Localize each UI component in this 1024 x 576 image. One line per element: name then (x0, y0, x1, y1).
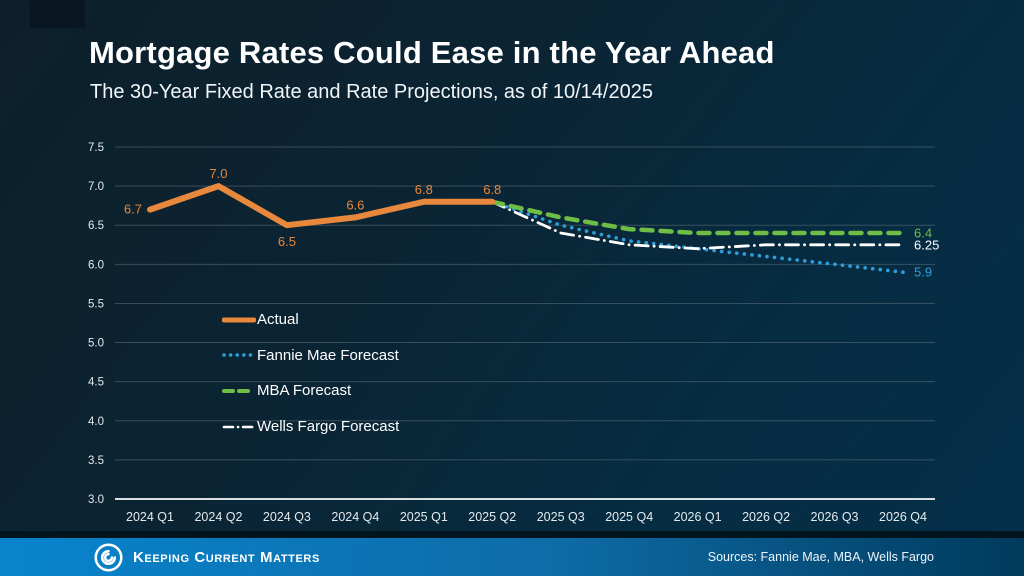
kcm-swirl-logo-icon (94, 542, 123, 572)
brand: Keeping Current Matters (93, 542, 320, 573)
y-tick-label: 7.5 (88, 142, 104, 154)
legend-swatch-dashdot-icon (222, 425, 256, 428)
point-label: 6.5 (278, 234, 296, 249)
legend-label: Wells Fargo Forecast (257, 418, 400, 436)
brand-name: Keeping Current Matters (133, 548, 320, 566)
chart-legend: Actual Fannie Mae Forecast MBA Forecast Wel… (222, 302, 399, 444)
x-tick-label: 2026 Q2 (742, 510, 790, 524)
x-tick-label: 2025 Q2 (468, 510, 516, 524)
x-tick-label: 2024 Q2 (194, 510, 242, 524)
legend-swatch-dotted-icon (222, 353, 256, 358)
legend-item-actual: Actual (222, 302, 399, 338)
page-subtitle: The 30-Year Fixed Rate and Rate Projecti… (90, 81, 653, 103)
legend-item-mba-forecast: MBA Forecast (222, 373, 399, 409)
end-label-mba-forecast: 6.4 (914, 226, 932, 241)
point-label: 6.8 (415, 182, 433, 197)
y-tick-label: 6.0 (88, 259, 104, 271)
series-line-mba-forecast (490, 199, 906, 236)
y-tick-label: 4.0 (88, 416, 104, 428)
point-label: 6.6 (346, 197, 364, 212)
legend-item-wells-fargo-forecast: Wells Fargo Forecast (222, 409, 399, 445)
x-tick-label: 2026 Q3 (811, 510, 859, 524)
footer-bar: Keeping Current Matters Sources: Fannie … (0, 538, 1024, 576)
point-label: 6.7 (124, 202, 142, 217)
x-tick-label: 2026 Q1 (674, 510, 722, 524)
legend-swatch-solid-icon (222, 317, 256, 323)
page-title: Mortgage Rates Could Ease in the Year Ah… (89, 35, 775, 70)
legend-label: Fannie Mae Forecast (257, 346, 399, 364)
sources-text: Sources: Fannie Mae, MBA, Wells Fargo (707, 550, 934, 564)
x-tick-label: 2024 Q3 (263, 510, 311, 524)
x-tick-label: 2025 Q4 (605, 510, 653, 524)
x-tick-label: 2024 Q1 (126, 510, 174, 524)
y-tick-label: 4.5 (88, 377, 104, 389)
y-tick-label: 6.5 (88, 220, 104, 232)
y-tick-label: 5.5 (88, 298, 104, 310)
y-tick-label: 3.0 (88, 494, 104, 506)
x-tick-label: 2025 Q3 (537, 510, 585, 524)
end-label-fannie-mae-forecast: 5.9 (914, 265, 932, 280)
series-line-fannie-mae-forecast (490, 200, 905, 274)
y-tick-label: 5.0 (88, 338, 104, 350)
legend-label: MBA Forecast (257, 382, 352, 400)
corner-accent (30, 0, 85, 28)
x-tick-label: 2026 Q4 (879, 510, 927, 524)
x-tick-label: 2025 Q1 (400, 510, 448, 524)
point-label: 7.0 (209, 166, 227, 181)
series-line-actual (147, 183, 496, 229)
footer-divider (0, 531, 1024, 538)
series-line-wells-fargo-forecast (490, 200, 905, 251)
legend-item-fannie-mae-forecast: Fannie Mae Forecast (222, 338, 399, 374)
point-label: 6.8 (483, 182, 501, 197)
y-tick-label: 3.5 (88, 455, 104, 467)
x-tick-label: 2024 Q4 (331, 510, 379, 524)
legend-swatch-dashed-icon (222, 388, 256, 393)
legend-label: Actual (257, 311, 299, 329)
y-tick-label: 7.0 (88, 181, 104, 193)
end-label-wells-fargo-forecast: 6.25 (914, 237, 939, 252)
